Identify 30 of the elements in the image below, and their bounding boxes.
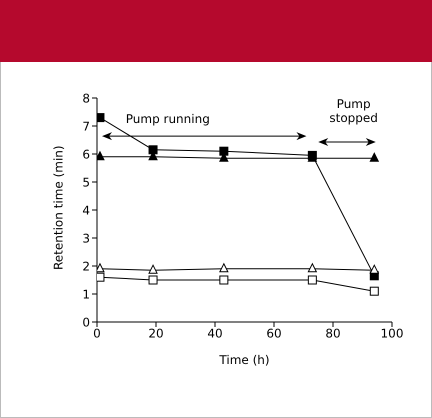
annotation: Pump running [126,112,210,126]
x-tick-label: 20 [148,326,164,341]
point [370,152,379,162]
y-tick-label: 8 [82,91,90,106]
y-tick-label: 5 [82,175,90,190]
x-tick-label: 60 [266,326,282,341]
point [148,276,158,284]
y-tick-label: 3 [82,231,90,246]
point [370,286,379,296]
y-tick-label: 4 [82,203,90,218]
x-tick-label: 40 [207,326,223,341]
point [308,276,317,284]
point [148,145,158,154]
point [370,264,379,274]
y-tick-label: 2 [82,259,90,274]
x-tick-label: 0 [93,326,101,341]
x-tick-label: 80 [325,326,341,341]
x-tick-label: 100 [380,326,404,341]
annotation: Pump stopped [329,96,378,125]
x-axis-title: Time (h) [218,353,270,367]
point [219,263,228,272]
y-tick-label: 6 [82,147,90,162]
y-axis-title: Retention time (min) [51,145,66,270]
y-tick-label: 7 [82,119,90,134]
point [148,264,158,274]
point [308,263,317,272]
y-tick-label: 0 [82,315,90,330]
point [219,276,228,284]
y-tick-label: 1 [82,287,90,302]
point [219,146,228,156]
